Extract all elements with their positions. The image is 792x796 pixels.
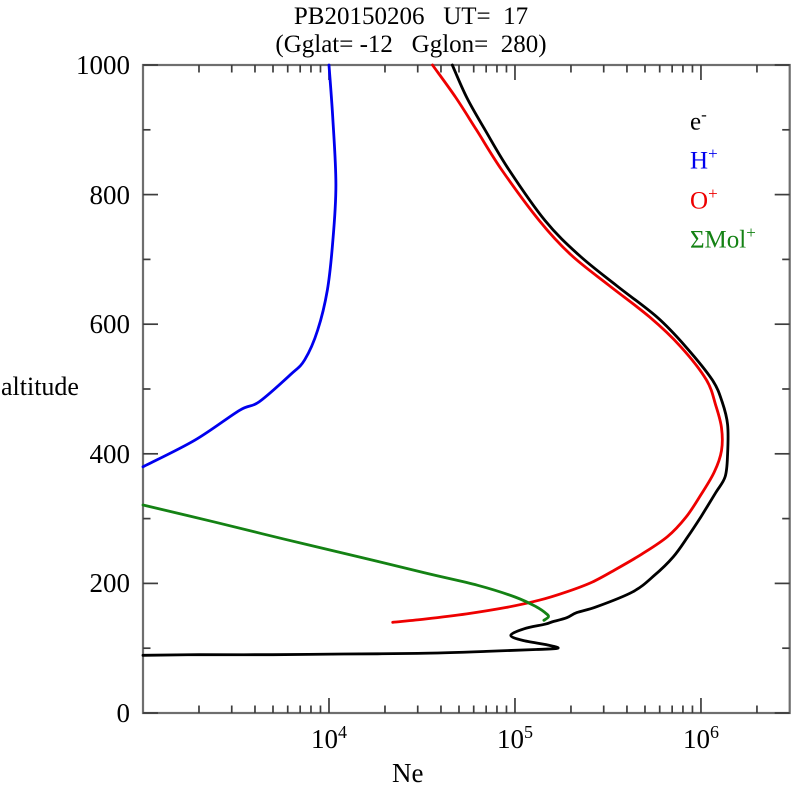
- plot-subtitle: (Gglat= -12 Gglon= 280): [275, 31, 547, 58]
- y-axis-label: altitude: [1, 372, 79, 401]
- legend-item-molecular-ions: ΣMol+: [690, 222, 756, 254]
- series-curve-1-H+: [141, 63, 338, 469]
- x-tick-label-1e5: 105: [496, 722, 533, 754]
- legend-item-oxygen-ion: O+: [690, 183, 718, 214]
- y-tick-label-0: 0: [116, 698, 131, 728]
- plot-frame: [141, 63, 791, 715]
- series-curve-0-e-: [141, 63, 730, 657]
- y-tick-label-200: 200: [89, 568, 131, 599]
- legend-item-hydrogen-ion: H+: [690, 144, 718, 175]
- plot-title: PB20150206 UT= 17: [293, 3, 529, 30]
- legend: e- H+ O+ ΣMol+: [690, 99, 756, 256]
- y-tick-label-1000: 1000: [76, 50, 130, 80]
- x-tick-label-1e4: 104: [310, 722, 347, 754]
- series-curve-2-O+: [391, 63, 724, 624]
- y-tick-label-600: 600: [89, 309, 131, 340]
- y-tick-label-800: 800: [89, 179, 131, 210]
- y-tick-label-400: 400: [89, 438, 131, 469]
- x-axis-label: Ne: [392, 758, 424, 788]
- legend-item-electron: e-: [690, 105, 707, 136]
- series-curve-3-ΣMol+: [141, 503, 550, 622]
- x-tick-label-1e6: 106: [682, 722, 719, 754]
